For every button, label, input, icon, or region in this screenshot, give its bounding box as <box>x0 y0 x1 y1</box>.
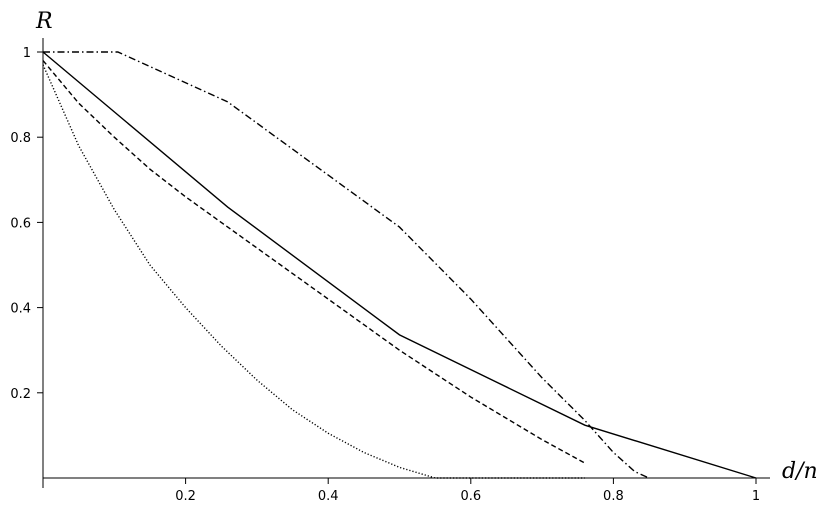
x-tick-label: 0.4 <box>318 489 339 504</box>
x-tick-label: 0.2 <box>175 489 196 504</box>
y-axis-label: R <box>35 9 53 34</box>
y-tick-label: 0.2 <box>10 387 31 402</box>
line <box>43 51 650 479</box>
y-tick-label: 0.8 <box>10 131 31 146</box>
line <box>42 64 585 479</box>
y-tick-label: 0.4 <box>10 302 31 317</box>
x-tick-label: 0.6 <box>460 489 481 504</box>
x-tick-label: 0.8 <box>603 489 624 504</box>
line <box>42 51 757 479</box>
y-tick-label: 1 <box>23 46 31 61</box>
x-axis-label: d/n <box>782 459 818 484</box>
y-tick-label: 0.6 <box>10 216 31 231</box>
line <box>42 60 586 464</box>
x-tick-label: 1 <box>752 489 760 504</box>
